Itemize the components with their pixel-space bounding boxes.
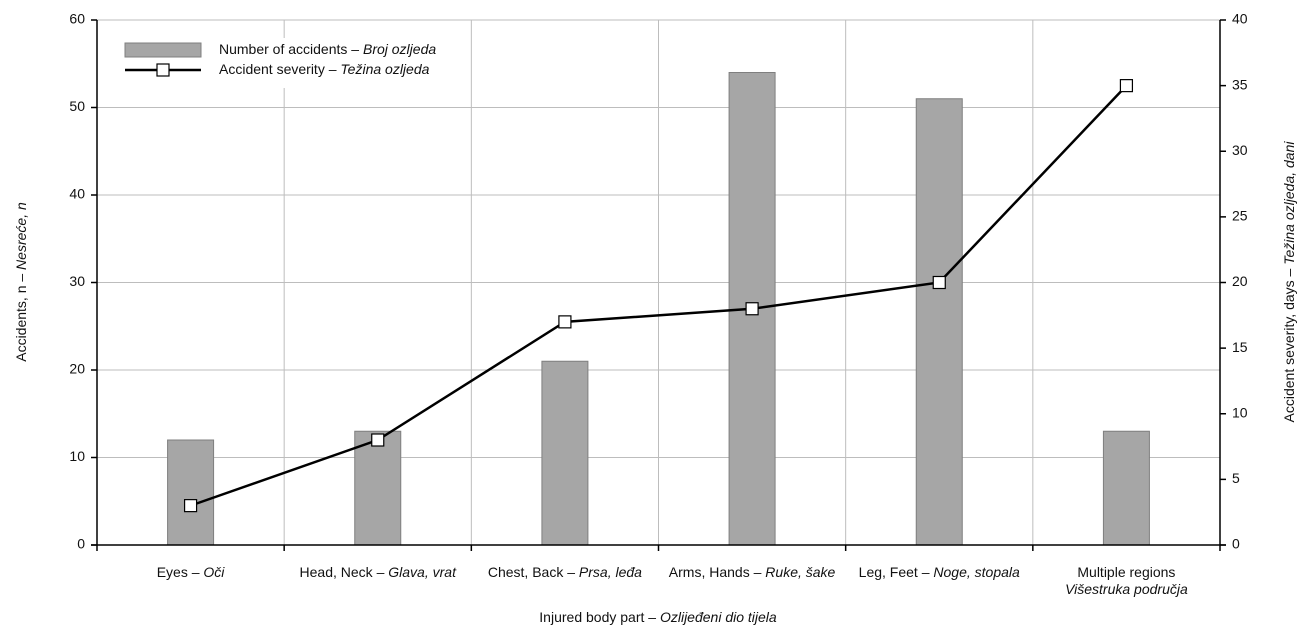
y-axis-label: Accidents, n – Nesreće, n — [13, 202, 29, 362]
bar — [354, 430, 402, 546]
x-tick-label: Chest, Back – Prsa, leđa — [488, 564, 642, 580]
text-part: Accident severity — [219, 61, 325, 77]
x-tick-label: Head, Neck – Glava, vrat — [300, 564, 458, 580]
text-part: – — [644, 609, 660, 625]
text-part: Injured body part — [539, 609, 644, 625]
text-part: Nesreće, n — [13, 202, 29, 270]
legend-marker — [156, 63, 170, 77]
line-marker — [932, 275, 946, 290]
legend-label: Number of accidents – Broj ozljeda — [219, 41, 436, 57]
x-tick-label: Leg, Feet – Noge, stopala — [859, 564, 1020, 580]
y-tick-label: 20 — [69, 361, 85, 377]
text-part: Težina ozljeda, dani — [1281, 141, 1297, 265]
text-part: – — [347, 41, 363, 57]
y-tick-label: 60 — [69, 11, 85, 27]
line-marker — [183, 499, 198, 513]
bar — [541, 360, 589, 546]
text-part: – — [1281, 265, 1297, 281]
x-tick-label: Eyes – Oči — [157, 564, 226, 580]
y2-tick-label: 20 — [1232, 273, 1248, 289]
text-part: Chest, Back — [488, 564, 564, 580]
y2-axis-label: Accident severity, days – Težina ozljeda… — [1281, 141, 1297, 423]
text-part: – — [13, 270, 29, 286]
text-part: – — [918, 564, 934, 580]
bar — [167, 439, 215, 546]
y2-tick-label: 35 — [1232, 76, 1248, 92]
line — [190, 84, 1128, 507]
y2-tick-label: 40 — [1232, 11, 1248, 27]
line-marker — [745, 302, 759, 316]
y2-tick-label: 5 — [1232, 470, 1240, 486]
text-part: Accidents, n — [13, 286, 29, 362]
text-part: Višestruka područja — [1065, 581, 1188, 597]
text-part: Glava, vrat — [388, 564, 457, 580]
text-part: – — [373, 564, 389, 580]
text-part: Accident severity, days — [1281, 280, 1297, 422]
y-tick-label: 30 — [69, 273, 85, 289]
text-part: Multiple regions — [1077, 564, 1175, 580]
bar — [1102, 430, 1150, 546]
text-part: Head, Neck — [300, 564, 374, 580]
x-tick-label: Multiple regions Višestruka područja — [1065, 564, 1188, 597]
y-tick-label: 10 — [69, 448, 85, 464]
legend-swatch — [124, 42, 202, 58]
text-part: Ozlijeđeni dio tijela — [660, 609, 777, 625]
text-part: Težina ozljeda — [340, 61, 429, 77]
text-part: – — [750, 564, 766, 580]
y-tick-label: 50 — [69, 98, 85, 114]
y2-tick-label: 10 — [1232, 404, 1248, 420]
text-part: – — [563, 564, 579, 580]
text-part: Oči — [203, 564, 225, 580]
y2-tick-label: 25 — [1232, 208, 1248, 224]
y-tick-label: 0 — [77, 536, 85, 552]
text-part: – — [325, 61, 341, 77]
text-part: Arms, Hands — [669, 564, 750, 580]
text-part: Number of accidents — [219, 41, 347, 57]
legend-label: Accident severity – Težina ozljeda — [219, 61, 430, 77]
text-part: Broj ozljeda — [363, 41, 436, 57]
text-part: Ruke, šake — [765, 564, 835, 580]
text-part: Noge, stopala — [933, 564, 1020, 580]
text-part: Leg, Feet — [859, 564, 918, 580]
y-tick-label: 40 — [69, 186, 85, 202]
line-marker — [371, 433, 385, 447]
text-part: Prsa, leđa — [579, 564, 642, 580]
text-part: – — [188, 564, 204, 580]
line-marker — [558, 315, 572, 329]
bar — [915, 98, 963, 546]
x-tick-label: Arms, Hands – Ruke, šake — [669, 564, 836, 580]
y2-tick-label: 15 — [1232, 339, 1248, 355]
x-axis-label: Injured body part – Ozlijeđeni dio tijel… — [539, 609, 777, 625]
y2-tick-label: 30 — [1232, 142, 1248, 158]
y2-tick-label: 0 — [1232, 536, 1240, 552]
line-marker — [1119, 79, 1134, 93]
text-part: Eyes — [157, 564, 188, 580]
